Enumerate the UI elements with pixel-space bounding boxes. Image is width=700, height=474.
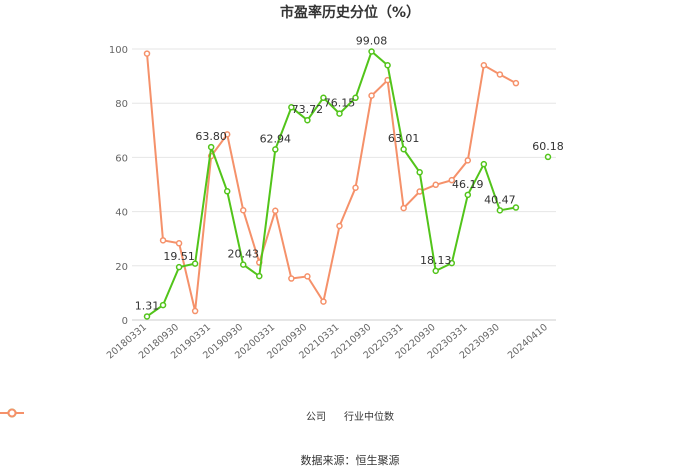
data-point-industry-median [448,176,456,184]
data-point-industry-median [304,273,311,280]
data-point-industry-median [416,188,423,195]
data-point-company [496,207,504,214]
data-point-company [320,94,327,102]
data-point-industry-median [175,240,183,247]
data-label: 60.18 [532,140,564,153]
data-point-company [207,143,215,151]
y-tick-label: 60 [115,153,128,164]
data-point-industry-median [143,50,151,57]
data-point-industry-median [368,92,375,99]
x-tick-label: 20240410 [506,322,550,362]
series-line-company [147,52,548,317]
data-label: 76.15 [324,97,356,110]
data-point-industry-median [191,307,199,315]
data-point-company [256,272,263,280]
data-point-industry-median [320,298,327,305]
data-point-company [400,145,407,153]
data-point-company [272,146,279,153]
data-point-industry-median [480,62,488,69]
data-point-company [223,188,231,195]
data-point-industry-median [272,207,279,215]
data-point-industry-median [223,131,231,138]
y-tick-label: 100 [109,45,128,56]
data-label: 99.08 [356,34,388,47]
data-point-company [239,261,247,268]
y-tick-label: 40 [115,208,128,219]
data-point-company [159,301,167,309]
data-label: 20.43 [227,248,259,261]
data-point-company [368,48,375,55]
data-label: 73.72 [292,103,324,116]
data-point-company [544,153,552,161]
data-point-company [416,169,423,176]
legend-item-industry-median[interactable]: 行业中位数 [0,408,394,423]
data-point-company [480,160,488,168]
data-point-industry-median [239,206,247,214]
data-point-company [512,204,520,211]
data-point-industry-median [288,275,295,282]
data-point-company [175,263,183,271]
data-point-industry-median [352,184,359,192]
data-point-industry-median [496,71,504,78]
data-point-industry-median [464,157,472,164]
legend-item-company[interactable]: 公司 [0,408,326,423]
data-point-company [464,191,472,199]
legend-label-industry-median: 行业中位数 [344,412,394,423]
data-point-company [448,259,456,267]
data-label: 1.31 [135,299,160,312]
data-point-industry-median [512,79,520,87]
series-line-industry-median [146,53,517,312]
y-tick-label: 20 [115,262,128,273]
data-label: 62.94 [260,132,292,145]
data-label: 46.19 [452,178,484,191]
chart-legend: 公司 行业中位数 [0,408,700,423]
data-label: 63.80 [195,130,227,143]
data-point-company [384,62,391,69]
data-point-company [191,260,199,267]
data-point-company [352,94,359,102]
chart-title: 市盈率历史分位（%） [279,5,421,21]
data-point-company [336,110,343,117]
legend-line-icon [0,408,24,418]
data-label: 19.51 [163,250,195,263]
chart-plot: 0204060801002018033120180930201903312019… [105,34,564,362]
data-point-company [143,313,151,320]
data-point-company [288,104,295,111]
data-point-industry-median [336,222,343,230]
y-tick-label: 80 [115,99,128,110]
data-source-note: 数据来源：恒生聚源 [300,454,400,467]
data-point-company [304,116,311,124]
data-point-industry-median [400,204,407,212]
legend-label-company: 公司 [306,412,326,423]
data-label: 63.01 [388,132,420,145]
data-point-company [432,267,439,275]
data-point-industry-median [432,181,439,189]
data-label: 18.13 [420,254,452,267]
y-tick-label: 0 [122,316,128,327]
data-point-industry-median [159,237,167,244]
data-label: 40.47 [484,193,516,206]
